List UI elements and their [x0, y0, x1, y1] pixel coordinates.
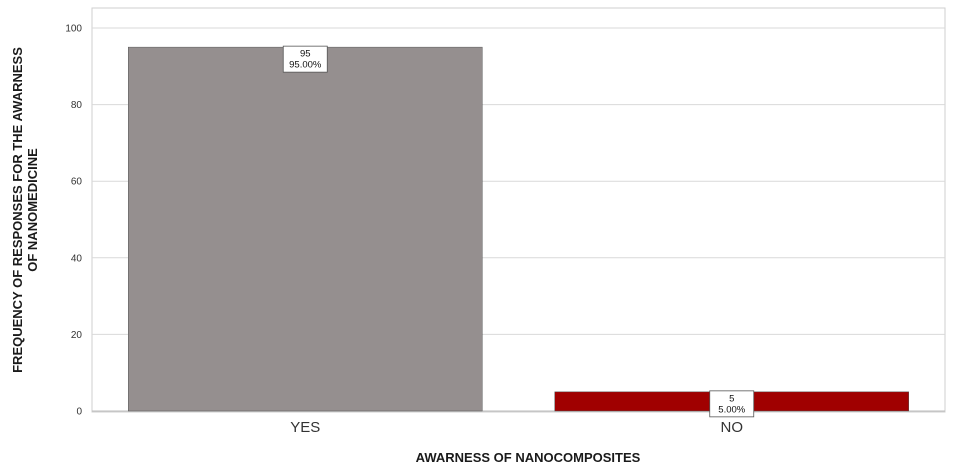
y-tick-labels: 0 20 40 60 80 100 — [65, 24, 82, 418]
data-label-no: 55.00% — [709, 390, 755, 418]
data-label-percent: 5.00% — [718, 404, 745, 415]
y-tick-label: 20 — [71, 330, 83, 341]
data-label-count: 5 — [729, 393, 734, 404]
y-axis-title-line-2: OF NANOMEDICINE — [25, 148, 40, 272]
y-axis-title-line-1: FREQUENCY OF RESPONSES FOR THE AWARNESS — [10, 47, 25, 373]
data-label-percent: 95.00% — [289, 60, 322, 71]
data-label-box — [709, 390, 755, 418]
x-axis-title: AWARNESS OF NANOCOMPOSITES — [416, 450, 641, 465]
data-label-count: 95 — [300, 49, 311, 60]
x-tick-label: YES — [290, 419, 320, 436]
y-tick-label: 40 — [71, 253, 83, 264]
y-tick-label: 100 — [65, 24, 82, 35]
data-label-box — [282, 45, 328, 73]
x-tick-label: NO — [721, 419, 744, 436]
bar-yes — [128, 46, 483, 412]
y-tick-label: 80 — [71, 100, 83, 111]
bars — [128, 46, 909, 412]
y-tick-label: 60 — [71, 177, 83, 188]
x-tick-labels: YES NO — [290, 419, 743, 436]
y-axis-title: FREQUENCY OF RESPONSES FOR THE AWARNESS … — [10, 47, 40, 373]
y-tick-label: 0 — [76, 407, 82, 418]
